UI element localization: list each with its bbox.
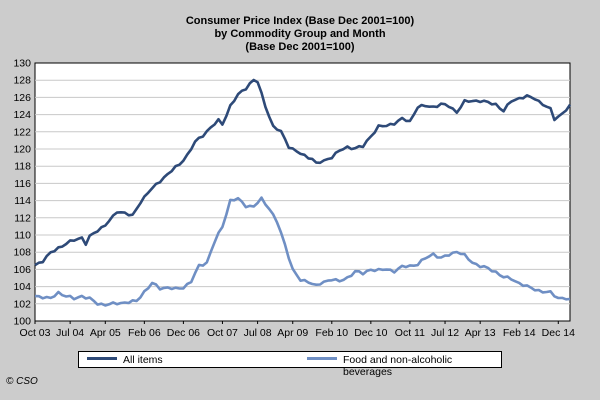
series-food <box>34 196 571 307</box>
y-tick-label: 100 <box>13 316 31 328</box>
legend-swatch-all-items <box>87 357 117 360</box>
y-tick-label: 122 <box>13 126 31 138</box>
y-tick-label: 118 <box>14 161 31 173</box>
x-tick-label: Jul 12 <box>431 327 459 339</box>
x-tick-label: Feb 14 <box>503 327 536 339</box>
copyright-text: © CSO <box>6 376 38 387</box>
plot-area <box>34 62 571 322</box>
x-tick-label: Feb 10 <box>315 327 348 339</box>
y-tick-label: 110 <box>14 230 31 242</box>
y-tick-label: 116 <box>14 178 31 190</box>
x-tick-label: Oct 03 <box>20 327 51 339</box>
chart-legend: All items Food and non-alcoholic beverag… <box>78 351 502 378</box>
chart-title: Consumer Price Index (Base Dec 2001=100) <box>185 15 415 27</box>
x-axis: Oct 03 Jul 04 Apr 05 Feb 06 Dec 06 Oct 07 Jul … <box>20 321 575 339</box>
y-tick-label: 102 <box>13 298 31 310</box>
gridlines <box>35 79 570 305</box>
x-tick-label: Apr 05 <box>90 327 121 339</box>
y-tick-label: 128 <box>13 75 31 87</box>
series-all-items <box>34 78 572 267</box>
x-tick-label: Jul 08 <box>244 327 272 339</box>
x-tick-label: Jul 04 <box>56 327 84 339</box>
legend-swatch-food <box>307 357 337 360</box>
x-tick-label: Oct 11 <box>395 327 425 339</box>
x-tick-label: Apr 13 <box>465 327 496 339</box>
y-tick-label: 130 <box>13 58 31 70</box>
x-tick-label: Oct 07 <box>207 327 238 339</box>
series-lines <box>34 78 572 307</box>
y-tick-label: 112 <box>14 212 31 224</box>
y-axis: 100 102 104 106 108 110 112 114 116 118 120 122 124 1… <box>13 58 31 328</box>
x-tick-label: Dec 10 <box>354 327 387 339</box>
chart-subtitle-base: (Base Dec 2001=100) <box>245 41 355 53</box>
legend-label-food: Food and non-alcoholic beverages <box>343 354 453 378</box>
x-tick-label: Dec 14 <box>542 327 575 339</box>
y-tick-label: 120 <box>13 144 31 156</box>
y-tick-label: 104 <box>13 281 31 293</box>
y-tick-label: 124 <box>13 109 31 121</box>
chart-subtitle: by Commodity Group and Month <box>214 28 386 40</box>
y-tick-label: 126 <box>13 92 31 104</box>
x-tick-label: Dec 06 <box>167 327 200 339</box>
legend-label-all-items: All items <box>123 354 163 366</box>
y-tick-label: 114 <box>14 195 31 207</box>
x-tick-label: Apr 09 <box>277 327 308 339</box>
x-tick-label: Feb 06 <box>128 327 161 339</box>
y-tick-label: 108 <box>13 247 31 259</box>
y-tick-label: 106 <box>13 264 31 276</box>
